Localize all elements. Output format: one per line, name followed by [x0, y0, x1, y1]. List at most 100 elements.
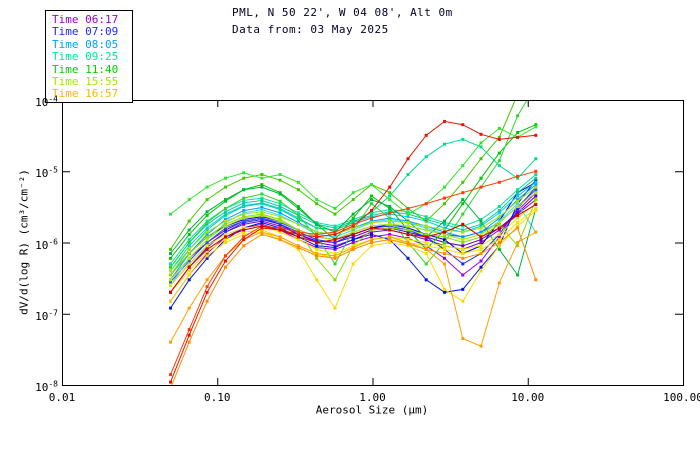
- series-marker: [333, 232, 337, 236]
- series-marker: [516, 199, 520, 203]
- series-marker: [497, 135, 501, 139]
- series-marker: [516, 211, 520, 215]
- series-marker: [205, 226, 209, 230]
- series-marker: [370, 221, 373, 225]
- series-marker: [187, 273, 191, 277]
- series-marker: [443, 241, 446, 244]
- series-marker: [461, 228, 465, 232]
- series-marker: [205, 221, 209, 225]
- series-marker: [187, 306, 191, 310]
- series-marker: [205, 290, 209, 294]
- series-marker: [351, 244, 355, 248]
- series-marker: [260, 208, 264, 212]
- series-marker: [479, 185, 483, 189]
- series-marker: [479, 252, 483, 255]
- series-marker: [224, 232, 227, 236]
- series-marker: [479, 226, 483, 230]
- series-marker: [333, 252, 337, 255]
- series-marker: [242, 232, 246, 236]
- y-tick-label: 10-5: [35, 165, 58, 181]
- series-marker: [351, 241, 355, 244]
- series-marker: [296, 213, 300, 217]
- series-marker: [497, 205, 501, 208]
- x-tick-label: 10.00: [511, 391, 545, 404]
- y-axis-title: dV/d(log R) (cm³/cm⁻²): [17, 169, 31, 315]
- series-marker: [406, 238, 410, 242]
- series-marker: [534, 70, 537, 73]
- series-marker: [461, 230, 465, 234]
- series-marker: [187, 256, 191, 260]
- series-marker: [260, 192, 264, 196]
- series-marker: [333, 207, 337, 210]
- series-marker: [224, 235, 227, 239]
- series-marker: [205, 198, 209, 202]
- series-marker: [260, 228, 264, 232]
- series-marker: [296, 205, 300, 208]
- series-marker: [479, 232, 483, 236]
- series-marker: [187, 278, 191, 282]
- series-marker: [443, 238, 446, 242]
- series-marker: [479, 141, 483, 145]
- series-marker: [461, 337, 465, 340]
- series-marker: [260, 230, 264, 234]
- series-marker: [479, 219, 483, 223]
- series-group: [169, 70, 538, 385]
- series-marker: [351, 228, 355, 232]
- series-marker: [516, 209, 520, 213]
- series-marker: [205, 230, 209, 234]
- series-marker: [479, 344, 483, 348]
- series-marker: [260, 224, 264, 228]
- series-marker: [406, 242, 410, 246]
- series-marker: [497, 238, 501, 242]
- series-marker: [424, 278, 428, 282]
- series-marker: [479, 259, 483, 263]
- series-marker: [461, 287, 465, 291]
- series-marker: [370, 244, 373, 248]
- series-marker: [169, 252, 172, 255]
- series-marker: [497, 244, 501, 248]
- series-marker: [461, 247, 465, 251]
- series-marker: [260, 176, 264, 180]
- legend-item: Time 16:57: [52, 87, 119, 101]
- series-marker: [534, 191, 538, 195]
- series-marker: [187, 259, 191, 263]
- series-marker: [224, 254, 227, 258]
- series-marker: [516, 135, 520, 139]
- series-line-red-a: [170, 120, 536, 383]
- series-marker: [388, 211, 392, 215]
- series-marker: [406, 256, 410, 260]
- series-marker: [315, 244, 319, 248]
- series-marker: [278, 228, 282, 232]
- series-marker: [205, 228, 209, 232]
- series-marker: [205, 254, 209, 258]
- series-marker: [205, 285, 209, 289]
- series-marker: [497, 221, 501, 225]
- series-marker: [516, 273, 520, 277]
- series-marker: [534, 133, 538, 137]
- series-marker: [169, 306, 172, 310]
- series-marker: [187, 340, 191, 344]
- series-marker: [479, 132, 483, 136]
- series-marker: [443, 142, 446, 146]
- series-marker: [534, 157, 538, 161]
- series-marker: [351, 198, 355, 202]
- series-marker: [224, 199, 227, 203]
- legend-item: Time 11:40: [52, 62, 119, 76]
- series-marker: [497, 126, 501, 130]
- series-marker: [443, 119, 446, 123]
- series-marker: [370, 213, 373, 217]
- series-marker: [443, 219, 446, 223]
- series-marker: [351, 232, 355, 236]
- series-marker: [333, 254, 337, 258]
- series-marker: [406, 232, 410, 236]
- series-marker: [187, 265, 191, 269]
- series-marker: [242, 209, 246, 213]
- series-marker: [443, 262, 446, 266]
- series-marker: [351, 212, 355, 216]
- series-marker: [534, 188, 538, 192]
- series-marker: [169, 256, 172, 260]
- series-marker: [424, 232, 428, 236]
- series-marker: [497, 226, 501, 230]
- series-marker: [224, 207, 227, 210]
- series-marker: [224, 241, 227, 244]
